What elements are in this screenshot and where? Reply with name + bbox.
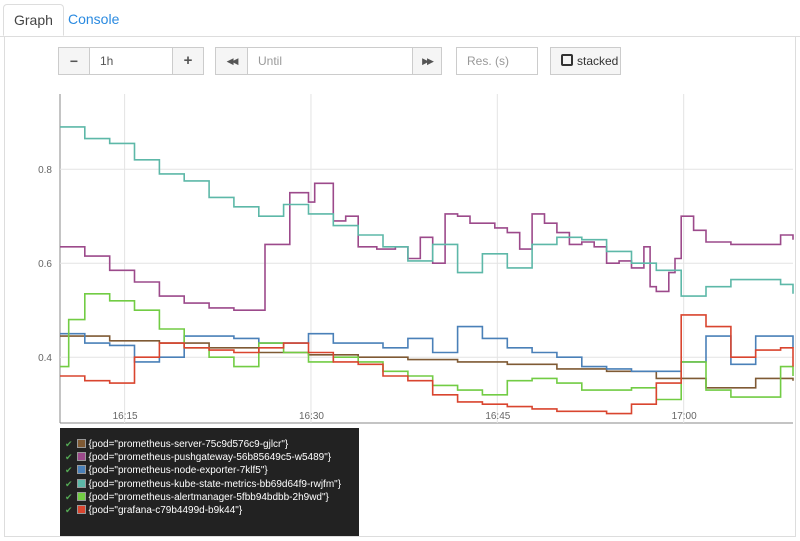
legend-entry[interactable]: ✔ {pod="prometheus-pushgateway-56b85649c5… (65, 451, 331, 464)
y-tick-label: 0.4 (38, 353, 52, 364)
y-tick-label: 0.6 (38, 259, 52, 270)
legend-swatch (76, 491, 86, 501)
range-increase-button[interactable]: + (172, 47, 204, 75)
legend-entry[interactable]: ✔ {pod="prometheus-kube-state-metrics-bb6… (65, 478, 341, 491)
legend-label: {pod="prometheus-pushgateway-56b85649c5-… (88, 452, 332, 464)
y-tick-label: 0.8 (38, 165, 52, 176)
checkbox-icon (561, 54, 573, 66)
tab-graph[interactable]: Graph (3, 4, 64, 36)
check-icon: ✔ (65, 465, 73, 476)
check-icon: ✔ (65, 491, 73, 502)
x-tick-label: 16:45 (485, 411, 510, 422)
legend-swatch (76, 465, 86, 475)
series-line-3 (60, 126, 794, 297)
series-line-4 (60, 293, 794, 401)
legend-entry[interactable]: ✔ {pod="grafana-c79b4499d-b9k44"} (65, 504, 242, 517)
until-input[interactable]: Until (247, 47, 413, 75)
legend-label: {pod="prometheus-server-75c9d576c9-gjlcr… (88, 439, 289, 450)
stacked-label: stacked (577, 54, 619, 68)
check-icon: ✔ (65, 452, 73, 463)
forward-icon[interactable]: ▶▶ (412, 47, 442, 75)
tab-bar: Graph Console (0, 0, 800, 37)
resolution-input[interactable]: Res. (s) (456, 47, 538, 75)
chart-legend: ✔ {pod="prometheus-server-75c9d576c9-gjlc… (60, 428, 359, 536)
tab-console[interactable]: Console (68, 11, 120, 27)
legend-swatch (76, 505, 86, 514)
check-icon: ✔ (65, 439, 73, 449)
legend-swatch (76, 452, 86, 462)
x-tick-label: 16:15 (113, 411, 138, 422)
series-line-2 (60, 325, 794, 373)
x-tick-label: 17:00 (672, 411, 697, 422)
series-line-5 (60, 314, 794, 415)
graph-panel (4, 36, 796, 537)
stacked-toggle[interactable]: stacked (550, 47, 621, 75)
legend-label: {pod="grafana-c79b4499d-b9k44"} (88, 505, 243, 516)
legend-swatch (76, 478, 86, 488)
legend-entry[interactable]: ✔ {pod="prometheus-node-exporter-7klf5"} (65, 464, 268, 477)
legend-label: {pod="prometheus-node-exporter-7klf5"} (88, 465, 268, 477)
back-icon[interactable]: ◀◀ (215, 47, 248, 75)
legend-entry[interactable]: ✔ {pod="prometheus-alertmanager-5fbb94bdb… (65, 491, 329, 504)
x-tick-label: 16:30 (299, 411, 324, 422)
legend-label: {pod="prometheus-kube-state-metrics-bb69… (88, 478, 342, 490)
series-line-1 (60, 182, 794, 311)
legend-entry[interactable]: ✔ {pod="prometheus-server-75c9d576c9-gjlc… (65, 438, 288, 451)
legend-label: {pod="prometheus-alertmanager-5fbb94bdbb… (88, 491, 329, 503)
legend-swatch (76, 439, 86, 448)
check-icon: ✔ (65, 505, 73, 515)
check-icon: ✔ (65, 478, 73, 489)
range-input[interactable]: 1h (89, 47, 173, 75)
